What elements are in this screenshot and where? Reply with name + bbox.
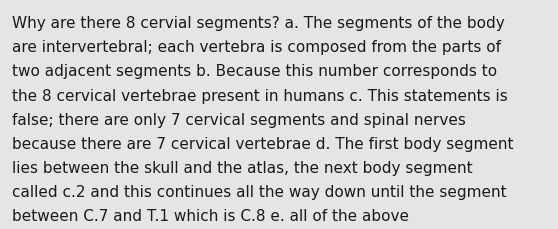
Text: between C.7 and T.1 which is C.8 e. all of the above: between C.7 and T.1 which is C.8 e. all … — [12, 208, 409, 223]
Text: are intervertebral; each vertebra is composed from the parts of: are intervertebral; each vertebra is com… — [12, 40, 501, 55]
Text: Why are there 8 cervial segments? a. The segments of the body: Why are there 8 cervial segments? a. The… — [12, 16, 505, 31]
Text: the 8 cervical vertebrae present in humans c. This statements is: the 8 cervical vertebrae present in huma… — [12, 88, 508, 103]
Text: because there are 7 cervical vertebrae d. The first body segment: because there are 7 cervical vertebrae d… — [12, 136, 514, 151]
Text: called c.2 and this continues all the way down until the segment: called c.2 and this continues all the wa… — [12, 184, 507, 199]
Text: false; there are only 7 cervical segments and spinal nerves: false; there are only 7 cervical segment… — [12, 112, 466, 127]
Text: two adjacent segments b. Because this number corresponds to: two adjacent segments b. Because this nu… — [12, 64, 497, 79]
Text: lies between the skull and the atlas, the next body segment: lies between the skull and the atlas, th… — [12, 160, 473, 175]
